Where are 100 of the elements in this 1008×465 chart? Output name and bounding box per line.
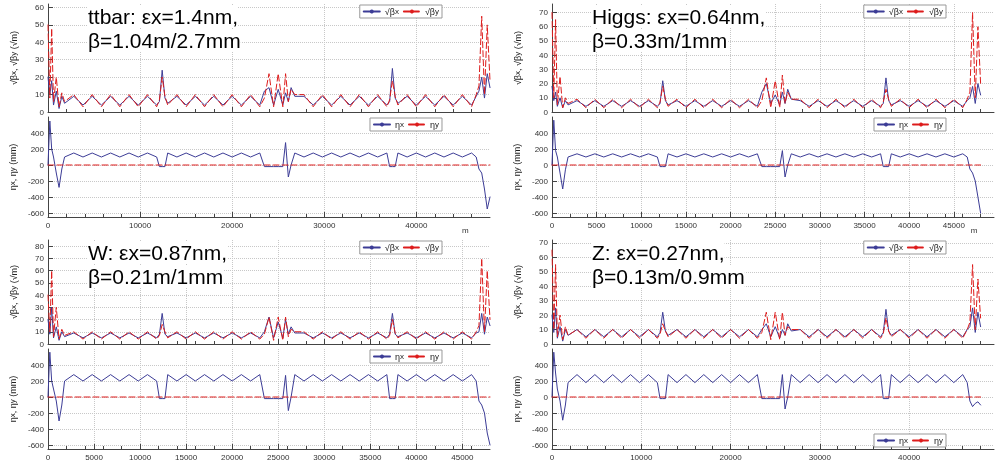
- y-tick-label: 60: [539, 22, 549, 32]
- x-tick-label: 10000: [128, 452, 152, 462]
- annotation: β=1.04m/2.7mm: [88, 29, 241, 52]
- y-tick-label: 50: [539, 267, 549, 277]
- y-tick-label: 10: [539, 325, 549, 335]
- x-tick-label: 5000: [587, 220, 607, 230]
- y-tick-label: -400: [27, 424, 45, 434]
- legend-label: √βx: [384, 242, 399, 253]
- y-tick-label: 400: [30, 360, 45, 370]
- annotation: Z: εx=0.27nm,: [592, 241, 725, 264]
- annotation: β=0.21m/1mm: [88, 265, 224, 288]
- x-tick-label: 5000: [85, 452, 104, 462]
- y-tick-label: 0: [39, 339, 45, 349]
- x-tick-label: 35000: [853, 220, 877, 230]
- y-tick-label: -600: [531, 208, 549, 218]
- y-tick-label: 0: [543, 160, 549, 170]
- x-tick-label: 20000: [221, 452, 244, 462]
- x-tick-label: 20000: [221, 220, 244, 230]
- y-tick-label: 70: [539, 238, 549, 248]
- y-tick-label: 80: [35, 241, 45, 251]
- x-tick-label: 20000: [719, 452, 743, 462]
- x-tick-label: 45000: [451, 452, 475, 462]
- y-tick-label: 10: [35, 90, 45, 100]
- y-tick-label: 40: [539, 281, 549, 291]
- x-tick-label: 15000: [674, 220, 698, 230]
- y-tick-label: 30: [539, 64, 549, 74]
- legend-label: √βy: [928, 6, 943, 17]
- annotation: W: εx=0.87nm,: [88, 241, 228, 264]
- legend-label: ηy: [429, 351, 439, 362]
- annotation: β=0.13m/0.9mm: [592, 265, 745, 288]
- y-tick-label: -200: [531, 176, 549, 186]
- legend-label: ηx: [898, 435, 908, 446]
- y-tick-label: 70: [539, 8, 549, 18]
- y-tick-label: 400: [534, 128, 549, 138]
- y-tick-label: 70: [35, 253, 45, 263]
- y-tick-label: -200: [27, 408, 45, 418]
- legend-label: √βx: [384, 6, 399, 17]
- y-tick-label: 0: [543, 107, 549, 117]
- y-tick-label: 200: [30, 376, 45, 386]
- x-tick-label: 30000: [313, 452, 336, 462]
- y-tick-label: 400: [534, 360, 549, 370]
- line-series: [551, 77, 982, 109]
- x-tick-label: 15000: [175, 452, 198, 462]
- line-series: [551, 119, 982, 214]
- x-tick-label: 30000: [808, 220, 832, 230]
- x-tick-label: 35000: [359, 452, 382, 462]
- line-series: [47, 306, 491, 341]
- y-tick-label: 40: [35, 37, 45, 47]
- x-axis-title: m: [462, 225, 469, 235]
- y-tick-label: -600: [27, 440, 45, 450]
- y-tick-label: 50: [539, 36, 549, 46]
- annotation: β=0.33m/1mm: [592, 29, 728, 52]
- y-tick-label: 30: [35, 55, 45, 65]
- x-tick-label: 40000: [405, 220, 429, 230]
- line-series: [551, 307, 982, 342]
- y-tick-label: -400: [531, 424, 549, 434]
- y-tick-label: 40: [35, 290, 45, 300]
- y-tick-label: -400: [531, 192, 549, 202]
- legend-label: √βy: [424, 6, 439, 17]
- legend-label: √βx: [888, 6, 903, 17]
- legend-label: ηx: [394, 351, 404, 362]
- y-tick-label: 200: [534, 376, 549, 386]
- x-tick-label: 30000: [808, 452, 832, 462]
- x-tick-label: 30000: [313, 220, 336, 230]
- y-tick-label: -200: [27, 176, 45, 186]
- y-tick-label: 0: [543, 339, 549, 349]
- y-tick-label: 20: [35, 315, 45, 325]
- y-tick-label: 60: [539, 252, 549, 262]
- y-tick-label: 10: [35, 327, 45, 337]
- line-series: [47, 351, 491, 446]
- y-tick-label: 400: [30, 128, 45, 138]
- legend-label: ηx: [898, 119, 908, 130]
- y-tick-label: 50: [35, 278, 45, 288]
- y-tick-label: -400: [27, 192, 45, 202]
- y-tick-label: 40: [539, 50, 549, 60]
- y-tick-label: 20: [539, 310, 549, 320]
- x-tick-label: 40000: [898, 220, 921, 230]
- legend-label: √βx: [888, 242, 903, 253]
- y-tick-label: 200: [30, 144, 45, 154]
- y-tick-label: 200: [534, 144, 549, 154]
- x-tick-label: 40000: [898, 452, 921, 462]
- annotation: ttbar: εx=1.4nm,: [88, 5, 239, 28]
- x-tick-label: 10000: [630, 220, 653, 230]
- y-tick-label: 0: [39, 392, 45, 402]
- y-tick-label: 30: [35, 302, 45, 312]
- y-axis-title: ηx, ηy (mm): [7, 375, 18, 423]
- line-series: [47, 120, 491, 210]
- x-tick-label: 25000: [267, 452, 290, 462]
- x-tick-label: 25000: [764, 220, 787, 230]
- y-tick-label: 0: [543, 392, 549, 402]
- y-tick-label: 60: [35, 2, 45, 12]
- x-axis-title: m: [970, 225, 978, 235]
- y-tick-label: 60: [35, 266, 45, 276]
- y-axis-title: ηx, ηy (mm): [511, 375, 522, 423]
- legend-label: ηy: [933, 435, 943, 446]
- y-tick-label: 0: [39, 107, 45, 117]
- y-tick-label: 50: [35, 20, 45, 30]
- y-tick-label: -200: [531, 408, 549, 418]
- y-tick-label: 0: [39, 160, 45, 170]
- legend-label: ηy: [429, 119, 439, 130]
